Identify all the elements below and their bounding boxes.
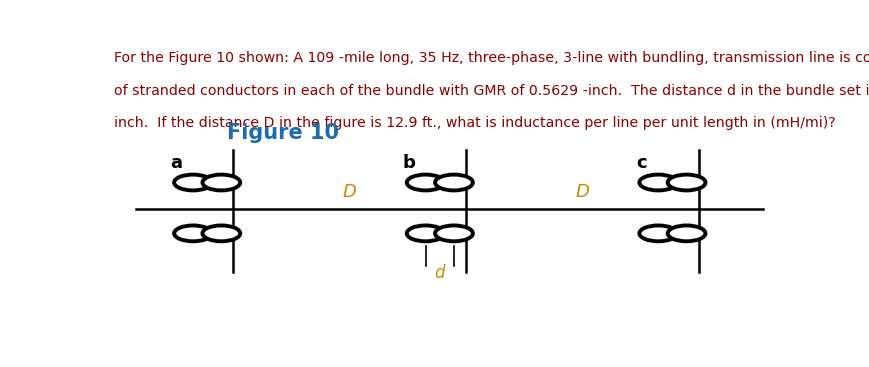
Text: a: a	[170, 154, 182, 172]
Circle shape	[174, 225, 212, 241]
Circle shape	[667, 175, 705, 190]
Circle shape	[174, 175, 212, 190]
Circle shape	[407, 225, 444, 241]
Text: d: d	[434, 265, 445, 283]
Circle shape	[667, 225, 705, 241]
Text: D: D	[574, 184, 588, 201]
Circle shape	[639, 225, 676, 241]
Text: Figure 10: Figure 10	[227, 123, 338, 143]
Circle shape	[434, 225, 473, 241]
Circle shape	[407, 175, 444, 190]
Circle shape	[639, 175, 676, 190]
Text: For the Figure 10 shown: A 109 -mile long, 35 Hz, three-phase, 3-line with bundl: For the Figure 10 shown: A 109 -mile lon…	[114, 51, 869, 65]
Circle shape	[202, 175, 240, 190]
Circle shape	[202, 225, 240, 241]
Text: D: D	[342, 184, 356, 201]
Text: inch.  If the distance D in the figure is 12.9 ft., what is inductance per line : inch. If the distance D in the figure is…	[114, 116, 835, 130]
Text: b: b	[401, 154, 415, 172]
Text: of stranded conductors in each of the bundle with GMR of 0.5629 -inch.  The dist: of stranded conductors in each of the bu…	[114, 84, 869, 98]
Circle shape	[434, 175, 473, 190]
Text: c: c	[635, 154, 646, 172]
